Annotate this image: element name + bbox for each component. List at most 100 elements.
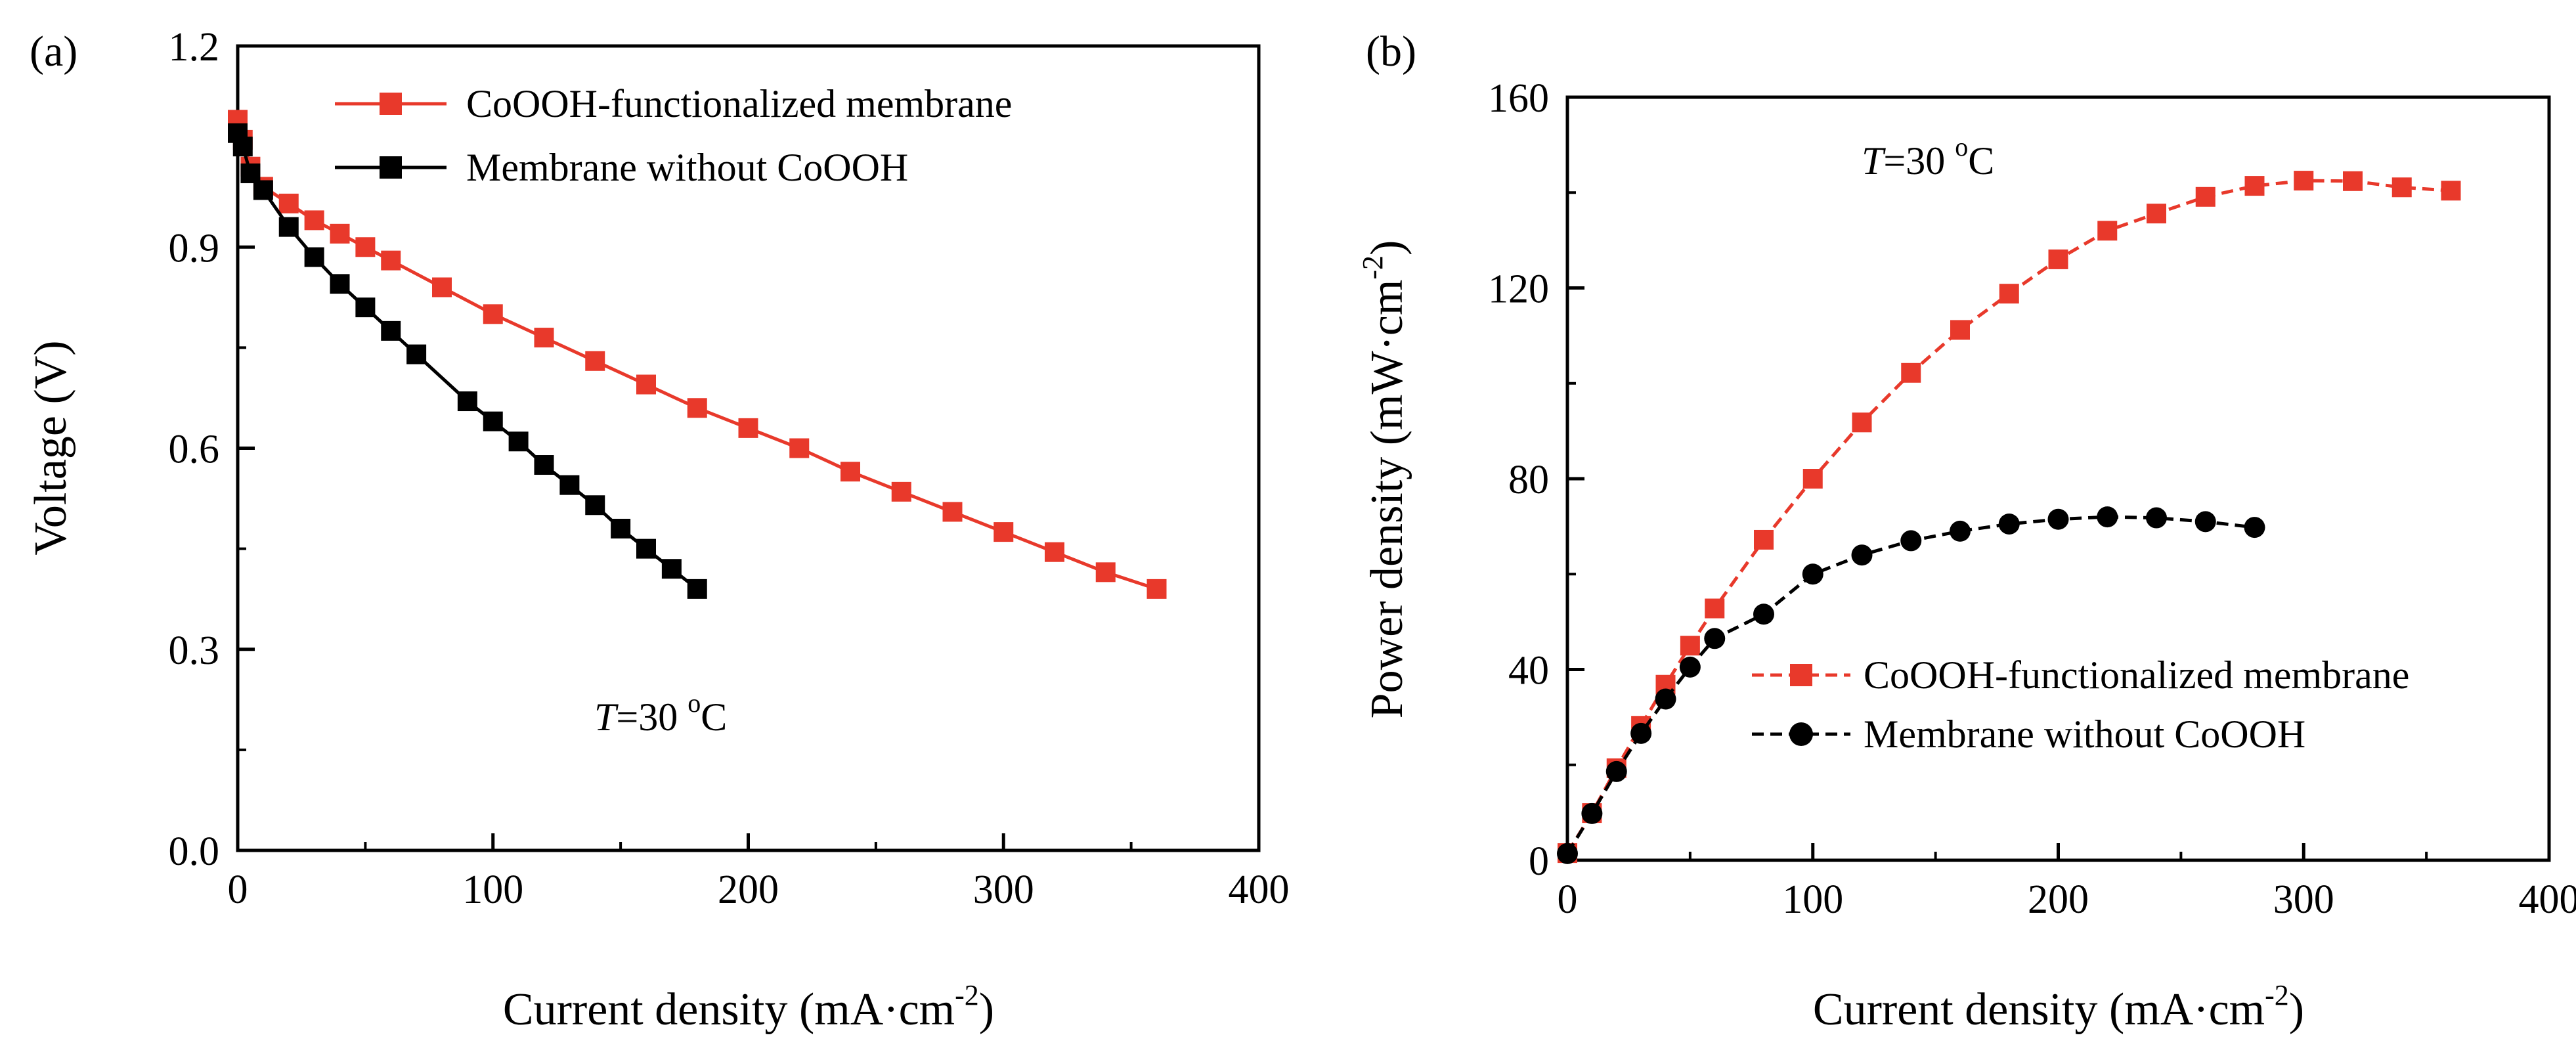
- panel-a-data-point: [636, 538, 656, 559]
- panel-b-data-point: [1630, 722, 1652, 744]
- panel-a-data-point: [330, 274, 350, 294]
- panel-a-data-point: [993, 522, 1014, 542]
- panel-a-data-point: [278, 193, 299, 213]
- panel-a-x-tick-label: 400: [1229, 867, 1290, 912]
- panel-a-legend-marker-black: [380, 156, 402, 179]
- panel-b-data-point: [2048, 249, 2068, 269]
- panel-b-data-point: [1679, 656, 1701, 678]
- panel-a-temperature-annotation: T=30 oC: [594, 688, 727, 739]
- panel-b-data-point: [1852, 412, 1872, 433]
- panel-a-x-title-sup: -2: [955, 979, 979, 1011]
- panel-a-data-point: [457, 391, 477, 412]
- panel-b-y-tick-label: 0: [1529, 839, 1549, 884]
- panel-b-ticks: 0 100 200 300 400 0 40 80 120 160: [1488, 76, 2576, 922]
- panel-a-ticks: 0 100 200 300 400 0.0 0.3 0.6 0.9 1.2: [169, 25, 1290, 912]
- panel-a-data-point: [585, 351, 605, 371]
- panel-a-legend-label-red: CoOOH-functionalized membrane: [466, 82, 1012, 125]
- panel-a-y-tick-label: 1.2: [169, 25, 220, 70]
- panel-a-series-line-0: [236, 119, 1158, 591]
- panel-a-data-point: [240, 163, 261, 183]
- panel-b-y-tick-label: 40: [1508, 649, 1549, 693]
- panel-b-x-title-main: Current density (mA·cm: [1813, 984, 2265, 1035]
- panel-a-label: (a): [30, 28, 77, 76]
- panel-b-annot-unit: C: [1968, 139, 1994, 183]
- panel-b-x-title-close: ): [2289, 984, 2304, 1035]
- panel-a-data-point: [278, 217, 299, 237]
- panel-a: (a) 0 100 200 300 400 0.0 0.3 0.6 0.9 1.2 Voltage…: [26, 25, 1290, 1035]
- panel-a-x-tick-label: 200: [718, 867, 779, 912]
- panel-a-y-tick-label: 0.3: [169, 628, 220, 673]
- panel-a-data-point: [1095, 562, 1116, 582]
- panel-a-x-tick-label: 300: [973, 867, 1034, 912]
- panel-a-data-point: [534, 328, 554, 348]
- panel-a-series: [228, 110, 1167, 599]
- panel-a-x-tick-label: 100: [462, 867, 523, 912]
- panel-a-data-point: [636, 374, 656, 395]
- panel-b-x-tick-label: 200: [2028, 877, 2089, 922]
- panel-a-x-axis-title: Current density (mA·cm-2): [503, 979, 994, 1035]
- panel-b-data-point: [1605, 760, 1627, 782]
- panel-a-data-point: [355, 237, 376, 257]
- panel-a-x-title-main: Current density (mA·cm: [503, 984, 955, 1035]
- panel-b-data-point: [2194, 511, 2216, 533]
- panel-b: (b) 0 100 200 300 400 0 40 80 120 160 Power densi…: [1357, 28, 2576, 1035]
- panel-a-data-point: [534, 455, 554, 475]
- panel-b-legend-marker-black: [1789, 722, 1813, 746]
- panel-b-legend: CoOOH-functionalized membrane Membrane w…: [1752, 653, 2409, 756]
- panel-b-y-tick-label: 160: [1488, 76, 1549, 121]
- panel-a-legend-label-black: Membrane without CoOOH: [466, 146, 908, 189]
- panel-a-data-point: [355, 297, 376, 318]
- panel-b-data-point: [2441, 181, 2461, 201]
- panel-b-data-point: [1802, 563, 1823, 585]
- panel-b-y-axis-title: Power density (mW·cm-2): [1357, 240, 1412, 719]
- panel-b-legend-marker-red: [1790, 664, 1812, 686]
- panel-a-legend: CoOOH-functionalized membrane Membrane w…: [335, 82, 1012, 189]
- panel-a-data-point: [661, 559, 682, 579]
- panel-b-legend-label-red: CoOOH-functionalized membrane: [1864, 653, 2409, 697]
- panel-b-data-point: [1901, 362, 1921, 383]
- panel-b-data-point: [2047, 508, 2069, 530]
- panel-b-x-title-sup: -2: [2265, 979, 2289, 1011]
- panel-a-data-point: [942, 502, 963, 522]
- panel-a-x-tick-label: 0: [228, 867, 248, 912]
- panel-b-data-point: [2294, 171, 2314, 191]
- panel-a-data-point: [1146, 579, 1167, 599]
- panel-b-y-tick-label: 80: [1508, 458, 1549, 502]
- panel-a-data-point: [304, 247, 324, 267]
- panel-a-data-point: [381, 320, 401, 341]
- panel-a-data-point: [483, 304, 503, 324]
- panel-b-y-title-main: Power density (mW·cm: [1362, 280, 1412, 719]
- panel-a-data-point: [330, 223, 350, 244]
- panel-a-data-point: [1045, 542, 1064, 562]
- panel-a-y-tick-label: 0.6: [169, 427, 220, 472]
- panel-a-annot-eq: =30: [616, 695, 688, 739]
- panel-b-x-tick-label: 100: [1782, 877, 1843, 922]
- panel-b-y-title-sup: -2: [1357, 255, 1389, 280]
- panel-a-data-point: [304, 210, 324, 230]
- panel-b-x-axis-title: Current density (mA·cm-2): [1813, 979, 2304, 1035]
- panel-b-x-tick-label: 300: [2273, 877, 2334, 922]
- panel-a-data-point: [687, 398, 707, 418]
- panel-b-data-point: [1705, 598, 1725, 619]
- panel-a-legend-marker-red: [380, 93, 402, 115]
- panel-b-data-point: [2343, 171, 2363, 191]
- panel-b-y-tick-label: 120: [1488, 267, 1549, 312]
- panel-b-data-point: [2147, 204, 2166, 224]
- panel-b-data-point: [2244, 176, 2265, 196]
- panel-b-data-point: [1680, 636, 1700, 656]
- panel-b-data-point: [1950, 320, 1970, 340]
- panel-b-data-point: [1998, 513, 2020, 535]
- panel-a-data-point: [508, 431, 529, 452]
- panel-a-data-point: [559, 475, 580, 495]
- panel-b-data-point: [1557, 843, 1578, 864]
- panel-b-y-title-close: ): [1362, 240, 1412, 255]
- panel-b-series-line-0: [1565, 179, 2451, 854]
- panel-b-data-point: [1999, 284, 2019, 304]
- panel-a-data-point: [789, 438, 810, 458]
- panel-a-annot-degree: o: [688, 688, 701, 718]
- panel-b-data-point: [1704, 628, 1726, 649]
- panel-b-data-point: [2097, 506, 2118, 528]
- panel-b-temperature-annotation: T=30 oC: [1862, 132, 1994, 183]
- panel-b-data-point: [1802, 469, 1823, 489]
- panel-b-data-point: [2391, 177, 2412, 198]
